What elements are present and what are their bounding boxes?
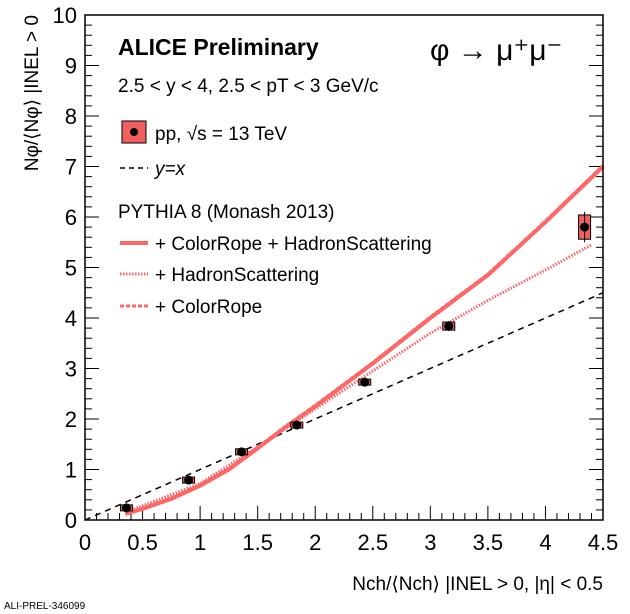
x-tick-label: 2.5 xyxy=(357,530,388,555)
y-tick-label: 5 xyxy=(65,256,77,281)
x-axis-label: Nch/⟨Nch⟩ |INEL > 0, |η| < 0.5 xyxy=(352,574,603,595)
x-tick-label: 0.5 xyxy=(127,530,158,555)
series-line-dotted xyxy=(124,243,593,514)
y-tick-label: 2 xyxy=(65,407,77,432)
y-tick-label: 4 xyxy=(65,306,77,331)
y-tick-label: 7 xyxy=(65,155,77,180)
y-tick-label: 1 xyxy=(65,458,77,483)
data-point xyxy=(121,503,131,513)
y-tick-label: 3 xyxy=(65,357,77,382)
data-point xyxy=(237,447,247,457)
data-point xyxy=(580,222,590,232)
legend-s1: + ColorRope + HadronScattering xyxy=(155,234,432,255)
data-point xyxy=(292,420,302,430)
subtitle: 2.5 < y < 4, 2.5 < pT < 3 GeV/c xyxy=(118,76,379,97)
y-tick-label: 6 xyxy=(65,205,77,230)
x-tick-label: 2 xyxy=(309,530,321,555)
x-tick-label: 3 xyxy=(424,530,436,555)
legend-diag: y=x xyxy=(153,159,187,180)
x-tick-label: 3.5 xyxy=(473,530,504,555)
chart-title: ALICE Preliminary xyxy=(118,34,319,60)
x-tick-label: 4.5 xyxy=(588,530,619,555)
y-tick-label: 9 xyxy=(65,54,77,79)
legend-data: pp, √s = 13 TeV xyxy=(155,124,287,145)
y-tick-label: 10 xyxy=(53,3,77,28)
x-tick-label: 1 xyxy=(194,530,206,555)
diagonal-y-equals-x xyxy=(84,292,604,521)
series-line-dashed xyxy=(124,164,605,515)
footer-id: ALI-PREL-346099 xyxy=(4,601,86,612)
legend-s2: + HadronScattering xyxy=(155,265,319,286)
legend-s3: + ColorRope xyxy=(155,297,262,318)
x-tick-label: 1.5 xyxy=(242,530,273,555)
y-tick-label: 8 xyxy=(65,104,77,129)
legend-model: PYTHIA 8 (Monash 2013) xyxy=(118,202,335,223)
x-tick-label: 0 xyxy=(79,530,91,555)
legend-data-dot xyxy=(130,128,138,136)
data-point xyxy=(360,377,370,387)
process-label: φ → μ⁺μ⁻ xyxy=(430,34,562,67)
data-point xyxy=(444,321,454,331)
plot-frame xyxy=(84,14,604,521)
data-point xyxy=(184,475,194,485)
x-tick-label: 4 xyxy=(539,530,551,555)
y-tick-label: 0 xyxy=(65,508,77,533)
y-axis-label: Nφ/⟨Nφ⟩ |INEL > 0 xyxy=(22,15,43,171)
